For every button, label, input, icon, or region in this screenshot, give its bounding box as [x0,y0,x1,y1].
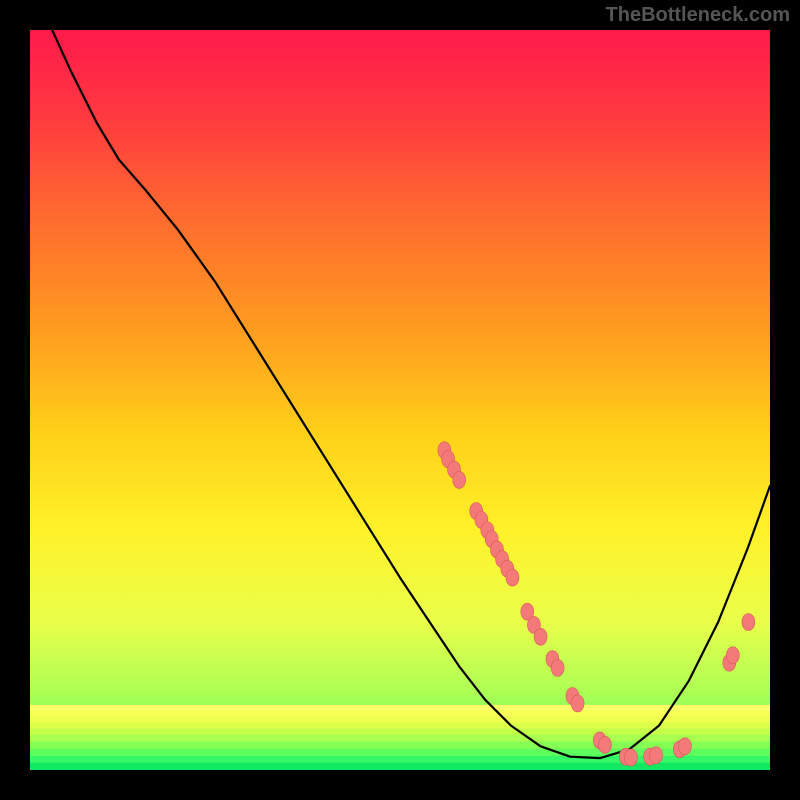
data-marker [453,471,466,488]
bottleneck-curve-chart [30,30,770,770]
data-marker [551,659,564,676]
data-marker [678,738,691,755]
data-marker [598,736,611,753]
band-stripe [30,705,770,711]
data-marker [571,695,584,712]
data-marker [650,747,663,764]
data-marker [624,749,637,766]
plot-area [30,30,770,770]
band-stripe [30,735,770,742]
band-stripe [30,763,770,770]
data-marker [506,569,519,586]
band-stripe [30,717,770,723]
data-marker [742,614,755,631]
gradient-background [30,30,770,770]
data-marker [534,628,547,645]
watermark-text: TheBottleneck.com [606,4,790,27]
band-stripe [30,711,770,717]
band-stripe [30,729,770,735]
chart-frame: TheBottleneck.com [0,0,800,800]
data-marker [726,647,739,664]
